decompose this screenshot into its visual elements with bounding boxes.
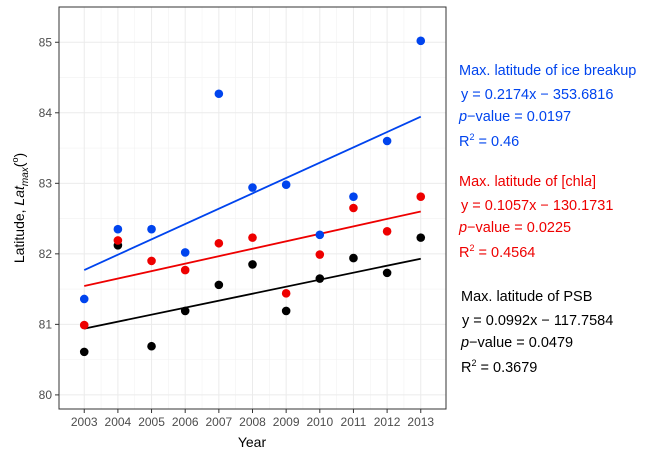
data-point-s1-2010 <box>316 250 325 259</box>
data-point-s1-2004 <box>114 236 123 245</box>
data-point-s2-2007 <box>215 281 224 290</box>
data-point-s1-2009 <box>282 289 291 298</box>
annotation-ice-equation: y = 0.2174x − 353.6816 <box>461 88 636 103</box>
annotation-ice-pvalue: p−value = 0.0197 <box>459 110 636 125</box>
x-axis: 2003 2004 2005 2006 2007 2008 2009 2010 2011 2012… <box>71 409 435 429</box>
y-tick-label: 80 <box>39 388 53 402</box>
x-tick-label: 2011 <box>341 415 367 429</box>
data-point-s0-2004 <box>114 225 123 234</box>
annotation-chla: Max. latitude of [chla] y = 0.1057x − 13… <box>459 175 613 260</box>
data-point-s1-2005 <box>147 257 156 266</box>
data-point-s1-2007 <box>215 239 224 248</box>
data-point-s0-2010 <box>316 231 325 240</box>
x-axis-title: Year <box>238 434 267 450</box>
data-point-s1-2011 <box>349 204 358 213</box>
y-tick-label: 85 <box>39 35 53 49</box>
annotation-ice-title: Max. latitude of ice breakup <box>459 64 636 79</box>
y-axis: 80 81 82 83 84 85 <box>39 35 59 402</box>
annotation-chla-equation: y = 0.1057x − 130.1731 <box>461 199 613 214</box>
data-point-s2-2009 <box>282 307 291 316</box>
data-point-s0-2013 <box>416 37 425 46</box>
y-tick-label: 81 <box>39 317 53 331</box>
data-point-s0-2011 <box>349 192 358 201</box>
x-tick-label: 2003 <box>71 415 98 429</box>
data-point-s0-2008 <box>248 183 257 192</box>
y-tick-label: 82 <box>39 247 53 261</box>
data-point-s0-2007 <box>215 89 224 98</box>
data-point-s2-2008 <box>248 260 257 269</box>
annotation-psb-equation: y = 0.0992x − 117.7584 <box>462 314 613 329</box>
x-tick-label: 2008 <box>239 415 266 429</box>
annotation-chla-pvalue: p−value = 0.0225 <box>459 221 613 236</box>
data-point-s0-2005 <box>147 225 156 234</box>
x-tick-label: 2007 <box>205 415 232 429</box>
data-point-s1-2006 <box>181 266 190 275</box>
annotation-psb-r2: R2 = 0.3679 <box>461 359 613 376</box>
annotation-psb-pvalue: p−value = 0.0479 <box>461 336 613 351</box>
x-tick-label: 2009 <box>273 415 300 429</box>
annotation-chla-r2: R2 = 0.4564 <box>459 244 613 261</box>
y-tick-label: 84 <box>39 106 53 120</box>
y-axis-title: Latitude, Latmax(o) <box>10 153 31 263</box>
data-point-s1-2013 <box>416 192 425 201</box>
data-point-s1-2003 <box>80 321 89 330</box>
data-point-s2-2013 <box>416 233 425 242</box>
data-point-s1-2012 <box>383 227 392 236</box>
data-point-s0-2003 <box>80 295 89 304</box>
data-point-s1-2008 <box>248 233 257 242</box>
data-point-s2-2003 <box>80 348 89 357</box>
annotation-chla-title: Max. latitude of [chla] <box>459 175 613 190</box>
data-point-s0-2012 <box>383 137 392 146</box>
data-point-s2-2012 <box>383 269 392 278</box>
data-point-s2-2010 <box>316 274 325 283</box>
annotation-psb-title: Max. latitude of PSB <box>461 290 613 305</box>
annotation-ice-breakup: Max. latitude of ice breakup y = 0.2174x… <box>459 64 636 149</box>
x-tick-label: 2010 <box>306 415 333 429</box>
annotation-psb: Max. latitude of PSB y = 0.0992x − 117.7… <box>461 290 613 375</box>
data-point-s2-2005 <box>147 342 156 351</box>
data-point-s2-2011 <box>349 254 358 263</box>
data-point-s0-2009 <box>282 180 291 189</box>
y-tick-label: 83 <box>39 176 53 190</box>
x-tick-label: 2005 <box>138 415 165 429</box>
data-point-s0-2006 <box>181 248 190 257</box>
x-tick-label: 2013 <box>407 415 434 429</box>
data-point-s2-2006 <box>181 307 190 316</box>
x-tick-label: 2004 <box>105 415 132 429</box>
annotation-ice-r2: R2 = 0.46 <box>459 133 636 150</box>
x-tick-label: 2006 <box>172 415 199 429</box>
x-tick-label: 2012 <box>374 415 401 429</box>
